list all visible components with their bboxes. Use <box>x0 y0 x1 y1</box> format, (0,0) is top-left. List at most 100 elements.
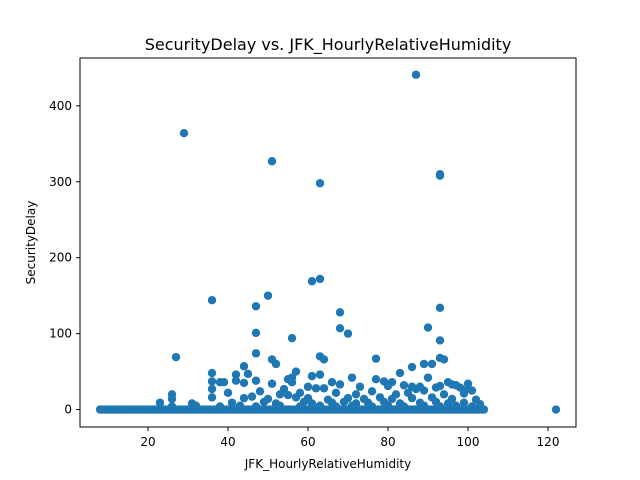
data-point <box>367 387 377 396</box>
data-point <box>395 368 405 378</box>
data-point <box>435 402 445 411</box>
data-point <box>239 362 249 371</box>
data-point <box>215 402 225 411</box>
data-point <box>179 128 189 138</box>
data-point <box>287 378 297 387</box>
data-point <box>307 277 317 286</box>
data-point <box>263 291 273 300</box>
data-point <box>251 349 261 358</box>
y-tick-label: 300 <box>49 175 72 189</box>
data-point <box>371 374 381 384</box>
x-tick-label: 60 <box>300 435 315 449</box>
data-point <box>407 393 417 403</box>
data-point <box>287 333 297 343</box>
data-point <box>347 401 357 410</box>
data-point <box>251 376 261 385</box>
data-point <box>207 296 217 305</box>
data-point <box>423 323 433 332</box>
y-tick-label: 100 <box>49 327 72 341</box>
data-point <box>455 383 465 392</box>
data-point <box>335 324 345 333</box>
data-point <box>267 379 277 388</box>
data-point <box>383 381 393 391</box>
data-point <box>467 386 477 395</box>
data-point <box>335 308 345 317</box>
data-point <box>371 354 381 363</box>
data-point <box>275 390 285 399</box>
x-tick-label: 80 <box>380 435 395 449</box>
data-point <box>295 402 305 411</box>
data-point <box>259 397 269 407</box>
data-point <box>303 382 313 391</box>
data-point <box>291 367 301 376</box>
x-axis-ticks: 20 40 60 80 100 120 <box>140 427 559 449</box>
data-point <box>207 384 217 394</box>
data-point <box>207 368 217 378</box>
data-point <box>355 382 365 391</box>
data-point <box>207 377 217 386</box>
plot-frame <box>79 57 577 428</box>
data-point <box>439 390 449 399</box>
data-point <box>439 355 449 364</box>
data-point <box>291 393 301 402</box>
data-point <box>435 171 445 180</box>
data-point <box>435 303 445 312</box>
data-point <box>451 401 461 410</box>
data-point <box>335 380 345 389</box>
data-point <box>207 393 217 402</box>
data-point <box>171 352 181 362</box>
data-point <box>219 378 229 387</box>
data-point <box>307 371 317 381</box>
x-tick-label: 20 <box>140 435 155 449</box>
data-point <box>427 359 437 369</box>
data-point <box>399 402 409 411</box>
data-point <box>339 397 349 407</box>
data-point <box>551 405 561 414</box>
data-point <box>367 402 377 411</box>
data-point <box>247 392 257 401</box>
data-point <box>435 336 445 345</box>
data-point <box>243 369 253 379</box>
data-point <box>327 378 337 387</box>
data-point <box>231 376 241 385</box>
data-point <box>255 387 265 396</box>
data-point <box>351 390 361 399</box>
data-point <box>271 359 281 369</box>
data-point <box>155 398 165 407</box>
data-point <box>419 359 429 369</box>
data-point <box>251 402 261 411</box>
x-tick-label: 40 <box>220 435 235 449</box>
data-point <box>343 329 353 338</box>
data-points <box>95 70 561 414</box>
data-point <box>227 398 237 407</box>
data-point <box>307 399 317 408</box>
data-point <box>251 302 261 311</box>
data-point <box>223 388 233 398</box>
data-point <box>315 179 325 188</box>
x-tick-label: 120 <box>537 435 560 449</box>
data-point <box>167 402 177 411</box>
data-point <box>475 400 485 409</box>
data-point <box>315 274 325 284</box>
data-point <box>419 401 429 410</box>
data-point <box>239 393 249 403</box>
data-point <box>331 402 341 411</box>
data-point <box>387 394 397 404</box>
data-point <box>251 328 261 338</box>
data-point <box>467 402 477 411</box>
data-point <box>459 389 469 398</box>
data-point <box>239 378 249 388</box>
x-axis-label: JFK_HourlyRelativeHumidity <box>244 457 411 471</box>
data-point <box>423 373 433 382</box>
data-point <box>411 70 421 79</box>
data-point <box>315 370 325 379</box>
data-point <box>347 373 357 382</box>
data-point <box>231 370 241 379</box>
x-tick-label: 100 <box>457 435 480 449</box>
chart-title: SecurityDelay vs. JFK_HourlyRelativeHumi… <box>145 35 512 55</box>
data-point <box>319 355 329 364</box>
y-axis-label: SecurityDelay <box>24 201 38 285</box>
data-point <box>443 399 453 408</box>
data-point <box>383 401 393 410</box>
